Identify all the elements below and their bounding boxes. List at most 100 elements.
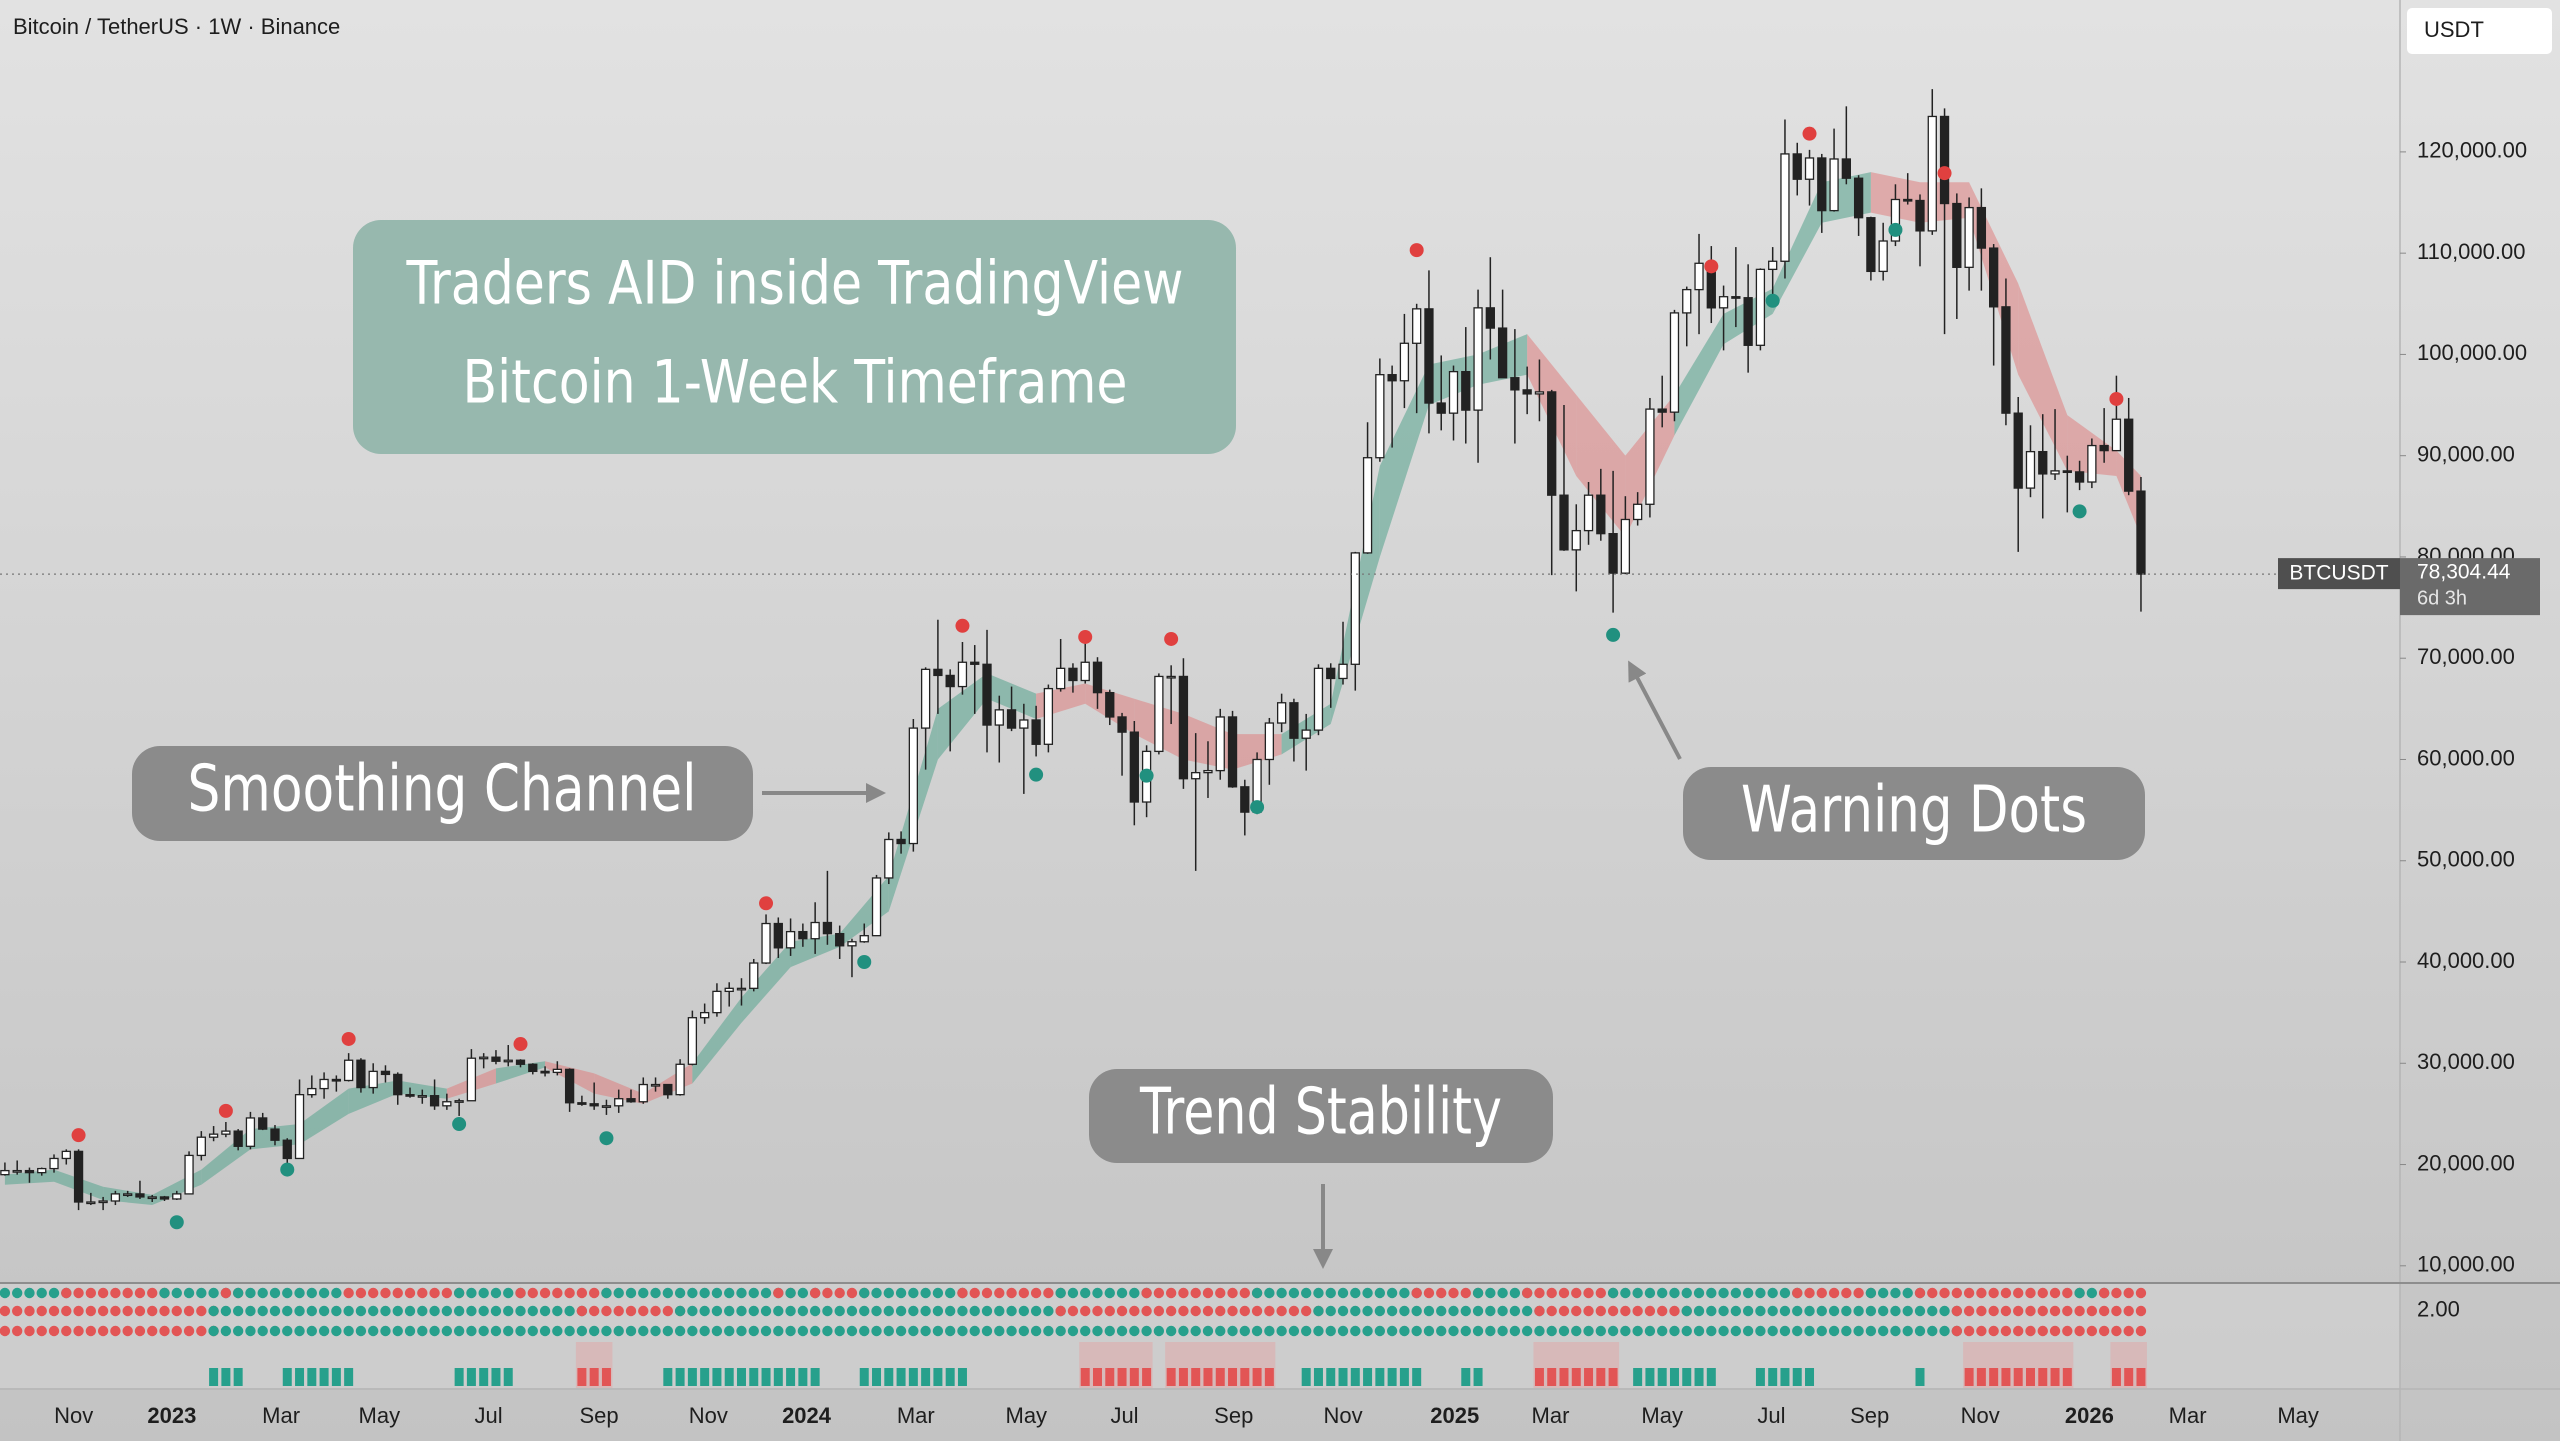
stability-dot [1976,1287,1987,1299]
stability-bar [859,1368,869,1386]
stability-bar [282,1368,292,1386]
stability-dot [773,1287,784,1299]
stability-dot [1681,1287,1692,1299]
stability-dot [2037,1305,2048,1317]
stability-dot [429,1305,440,1317]
warning-dot [599,1131,614,1146]
currency-button[interactable] [2407,8,2552,54]
candle-body [1583,494,1594,532]
candle-body [1215,716,1225,772]
stability-dot [1792,1325,1803,1337]
warning-dot [1802,126,1817,141]
stability-dot [908,1305,919,1317]
stability-bar [1682,1368,1692,1386]
stability-dot [920,1305,931,1317]
candle-body [994,709,1004,726]
stability-dot [1411,1305,1422,1317]
stability-dot [883,1287,894,1299]
stability-dot [1202,1325,1214,1337]
stability-dot [1178,1305,1189,1317]
stability-dot [2123,1325,2134,1337]
x-tick-label: Jul [1110,1403,1138,1428]
stability-dot [171,1325,182,1337]
stability-dot [11,1287,23,1299]
stability-dot [1779,1325,1791,1337]
stability-dot [1497,1305,1508,1317]
stability-bar [933,1368,943,1386]
stability-bar [1645,1368,1655,1386]
candle-body [1890,198,1901,242]
stability-dot [343,1325,354,1337]
stability-bar [1142,1368,1152,1386]
stability-dot [2000,1305,2012,1317]
stability-bar [1989,1368,1999,1386]
stability-dot [355,1287,367,1299]
stability-dot [2098,1325,2110,1337]
stability-bar [1768,1368,1778,1386]
stability-dot [809,1305,821,1317]
stability-dot [85,1325,97,1337]
stability-dot [36,1287,47,1299]
channel-segment [692,997,742,1084]
stability-dot [625,1287,637,1299]
stability-dot [969,1325,980,1337]
stability-dot [380,1305,391,1317]
candle-body [528,1063,538,1073]
stability-dot [1043,1305,1054,1317]
stability-bar [1117,1368,1127,1386]
stability-dot [1583,1287,1594,1299]
y-tick-label: 60,000.00 [2417,745,2515,770]
stability-dot [2086,1305,2098,1317]
candle-body [712,990,722,1014]
stability-dot [797,1325,809,1337]
stability-dot [1067,1287,1079,1299]
stability-dot [1816,1325,1827,1337]
candle-body [208,1133,219,1138]
channel-segment [299,1088,349,1145]
candle-body [1056,667,1066,690]
stability-dot [1693,1305,1705,1317]
stability-bar [773,1368,783,1386]
stability-dot [110,1325,121,1337]
stability-dot [1288,1305,1300,1317]
stability-dot [883,1305,894,1317]
stability-dot [773,1305,784,1317]
x-tick-label: 2026 [2065,1403,2114,1428]
warning-dot [1765,293,1780,308]
annotation-box [132,746,753,841]
stability-dot [1730,1305,1742,1317]
stability-bar [1129,1368,1139,1386]
stability-bar [2111,1368,2121,1386]
stability-bar [687,1368,697,1386]
candle-body [331,1078,342,1082]
stability-dot [441,1325,453,1337]
candle-body [37,1167,47,1174]
stability-dot [748,1287,759,1299]
candle-body [1682,288,1692,314]
stability-dot [1350,1287,1361,1299]
candle-body [1412,308,1422,344]
stability-dot [122,1287,133,1299]
stability-dot [417,1305,428,1317]
stability-dot [1841,1305,1852,1317]
currency-label[interactable]: USDT [2424,17,2484,42]
stability-bar [663,1368,673,1386]
warning-dot [1606,627,1621,642]
stability-dot [650,1287,661,1299]
stability-dot [0,1325,11,1337]
stability-dot [724,1305,735,1317]
stability-dot [2025,1305,2036,1317]
candle-body [1743,297,1753,346]
stability-dot [183,1305,195,1317]
stability-dot [699,1305,710,1317]
stability-dot [1411,1325,1422,1337]
candle-body [871,877,882,937]
candle-body [1227,716,1238,788]
stability-dot [1178,1325,1189,1337]
stability-dot [1251,1325,1263,1337]
stability-dot [1841,1325,1852,1337]
candle-body [2136,490,2146,575]
candle-body [577,1102,587,1105]
stability-dot [490,1305,502,1317]
